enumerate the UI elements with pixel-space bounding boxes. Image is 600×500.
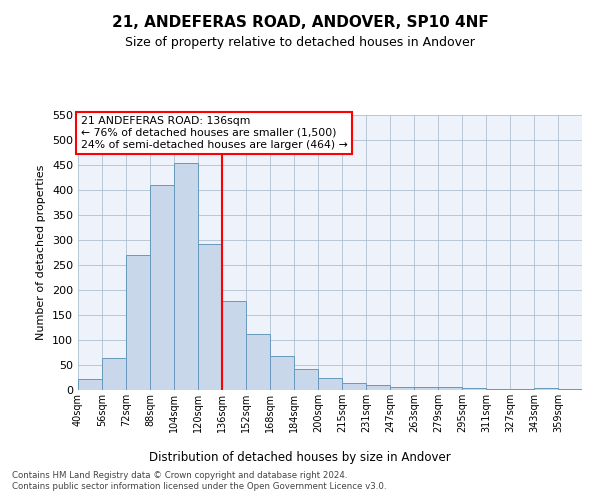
Bar bbox=[222, 301, 246, 390]
Bar bbox=[246, 334, 270, 390]
Bar bbox=[270, 356, 294, 390]
Bar bbox=[342, 382, 366, 390]
Bar bbox=[390, 386, 414, 390]
Text: 21, ANDEFERAS ROAD, ANDOVER, SP10 4NF: 21, ANDEFERAS ROAD, ANDOVER, SP10 4NF bbox=[112, 15, 488, 30]
Bar bbox=[174, 162, 198, 390]
Bar bbox=[318, 378, 342, 390]
Bar bbox=[462, 388, 486, 390]
Bar bbox=[414, 387, 438, 390]
Bar bbox=[534, 388, 558, 390]
Text: Distribution of detached houses by size in Andover: Distribution of detached houses by size … bbox=[149, 451, 451, 464]
Bar bbox=[438, 387, 462, 390]
Bar bbox=[198, 244, 222, 390]
Bar bbox=[510, 389, 534, 390]
Text: 21 ANDEFERAS ROAD: 136sqm
← 76% of detached houses are smaller (1,500)
24% of se: 21 ANDEFERAS ROAD: 136sqm ← 76% of detac… bbox=[80, 116, 347, 150]
Bar bbox=[366, 385, 390, 390]
Bar bbox=[78, 379, 102, 390]
Y-axis label: Number of detached properties: Number of detached properties bbox=[37, 165, 46, 340]
Bar bbox=[558, 388, 582, 390]
Bar bbox=[126, 255, 150, 390]
Bar bbox=[150, 185, 174, 390]
Bar bbox=[102, 358, 126, 390]
Text: Contains HM Land Registry data © Crown copyright and database right 2024.
Contai: Contains HM Land Registry data © Crown c… bbox=[12, 472, 386, 490]
Bar bbox=[486, 388, 510, 390]
Bar bbox=[294, 368, 318, 390]
Text: Size of property relative to detached houses in Andover: Size of property relative to detached ho… bbox=[125, 36, 475, 49]
